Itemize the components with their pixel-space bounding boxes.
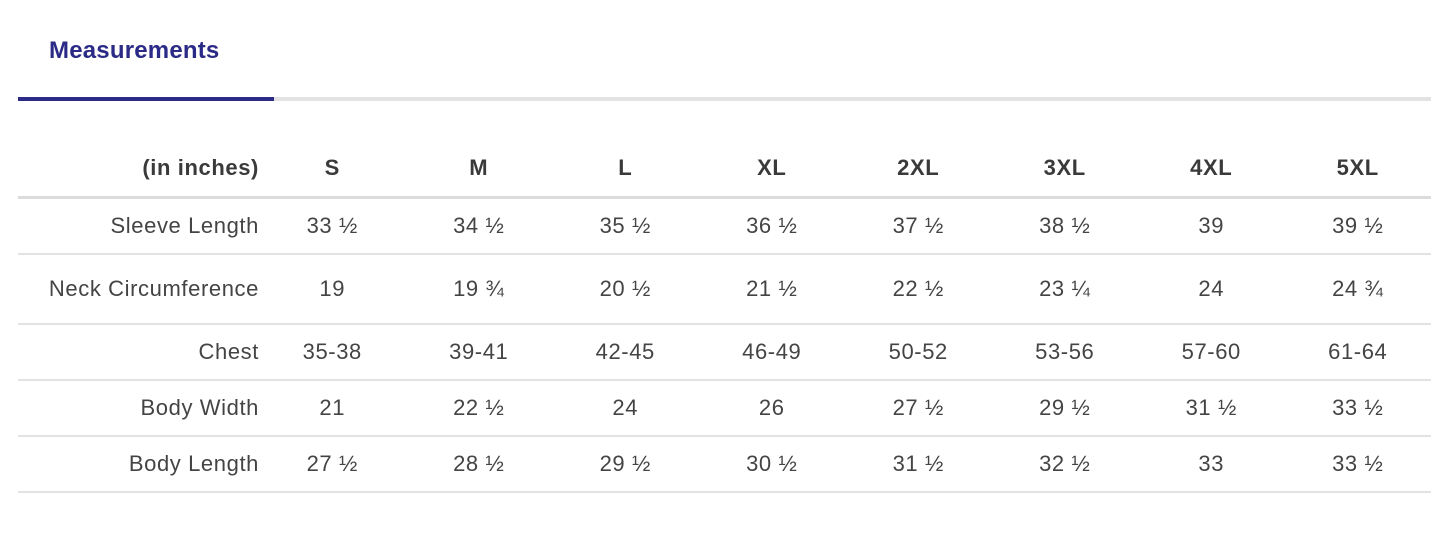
row-label: Neck Circumference: [18, 254, 259, 325]
unit-header: (in inches): [18, 139, 259, 199]
table-cell: 28 ½: [405, 436, 552, 493]
table-cell: 24: [552, 380, 699, 437]
table-cell: 39 ½: [1284, 197, 1431, 255]
table-cell: 39-41: [405, 324, 552, 381]
measurements-table: (in inches) S M L XL 2XL 3XL 4XL 5XL Sle…: [18, 139, 1431, 493]
table-cell: 19 ¾: [405, 254, 552, 325]
size-header-s: S: [259, 139, 406, 199]
table-cell: 21 ½: [698, 254, 845, 325]
size-header-2xl: 2XL: [845, 139, 992, 199]
table-cell: 34 ½: [405, 197, 552, 255]
table-cell: 20 ½: [552, 254, 699, 325]
tab-measurements-label: Measurements: [49, 37, 220, 64]
size-header-3xl: 3XL: [991, 139, 1138, 199]
table-cell: 33 ½: [1284, 380, 1431, 437]
tab-bar-divider: [18, 97, 1431, 101]
table-cell: 24 ¾: [1284, 254, 1431, 325]
table-cell: 36 ½: [698, 197, 845, 255]
tab-bar: Measurements: [18, 0, 1431, 103]
table-cell: 31 ½: [1138, 380, 1285, 437]
table-cell: 39: [1138, 197, 1285, 255]
table-cell: 23 ¼: [991, 254, 1138, 325]
table-cell: 50-52: [845, 324, 992, 381]
table-cell: 46-49: [698, 324, 845, 381]
row-label: Chest: [18, 324, 259, 381]
size-header-4xl: 4XL: [1138, 139, 1285, 199]
table-cell: 27 ½: [845, 380, 992, 437]
table-cell: 35 ½: [552, 197, 699, 255]
table-cell: 57-60: [1138, 324, 1285, 381]
table-cell: 32 ½: [991, 436, 1138, 493]
tab-measurements[interactable]: Measurements: [18, 0, 274, 101]
size-header-5xl: 5XL: [1284, 139, 1431, 199]
table-cell: 21: [259, 380, 406, 437]
table-cell: 26: [698, 380, 845, 437]
table-cell: 31 ½: [845, 436, 992, 493]
size-header-xl: XL: [698, 139, 845, 199]
row-label: Sleeve Length: [18, 197, 259, 255]
table-cell: 29 ½: [991, 380, 1138, 437]
table-row-body-width: Body Width 21 22 ½ 24 26 27 ½ 29 ½ 31 ½ …: [18, 380, 1431, 437]
table-cell: 33: [1138, 436, 1285, 493]
row-label: Body Width: [18, 380, 259, 437]
table-cell: 29 ½: [552, 436, 699, 493]
size-header-l: L: [552, 139, 699, 199]
table-row-body-length: Body Length 27 ½ 28 ½ 29 ½ 30 ½ 31 ½ 32 …: [18, 436, 1431, 493]
table-row-neck-circumference: Neck Circumference 19 19 ¾ 20 ½ 21 ½ 22 …: [18, 254, 1431, 325]
table-cell: 27 ½: [259, 436, 406, 493]
table-cell: 30 ½: [698, 436, 845, 493]
active-tab-indicator: [18, 97, 274, 101]
table-cell: 61-64: [1284, 324, 1431, 381]
table-cell: 35-38: [259, 324, 406, 381]
table-header-row: (in inches) S M L XL 2XL 3XL 4XL 5XL: [18, 139, 1431, 199]
table-cell: 24: [1138, 254, 1285, 325]
table-cell: 38 ½: [991, 197, 1138, 255]
table-cell: 42-45: [552, 324, 699, 381]
table-cell: 37 ½: [845, 197, 992, 255]
table-cell: 33 ½: [1284, 436, 1431, 493]
row-label: Body Length: [18, 436, 259, 493]
table-cell: 22 ½: [405, 380, 552, 437]
table-cell: 33 ½: [259, 197, 406, 255]
table-cell: 53-56: [991, 324, 1138, 381]
size-header-m: M: [405, 139, 552, 199]
table-cell: 19: [259, 254, 406, 325]
table-cell: 22 ½: [845, 254, 992, 325]
table-row-sleeve-length: Sleeve Length 33 ½ 34 ½ 35 ½ 36 ½ 37 ½ 3…: [18, 197, 1431, 255]
table-row-chest: Chest 35-38 39-41 42-45 46-49 50-52 53-5…: [18, 324, 1431, 381]
